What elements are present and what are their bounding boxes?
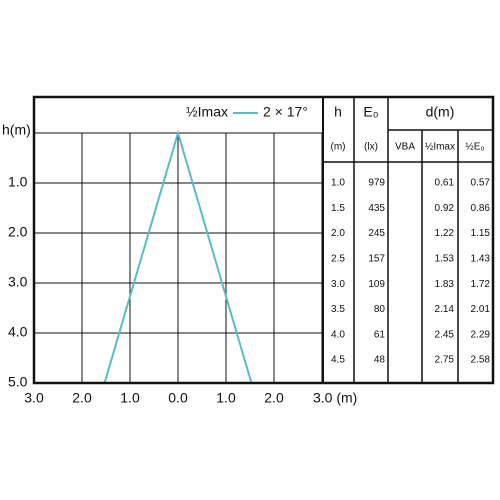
beam-line bbox=[103, 129, 253, 384]
frame bbox=[32, 95, 495, 385]
table-cell: 0.61 bbox=[435, 178, 455, 189]
x-tick-label: 3.0 (m) bbox=[313, 390, 357, 406]
table-cell: 2.01 bbox=[471, 304, 491, 315]
legend-title: ½Imax bbox=[186, 104, 228, 120]
x-tick-label: 1.0 bbox=[120, 390, 140, 406]
table-header: E₀ bbox=[363, 104, 378, 120]
grid bbox=[33, 133, 323, 384]
x-tick-label: 3.0 bbox=[24, 390, 44, 406]
table-cell: 0.57 bbox=[471, 178, 491, 189]
table-cell: 1.83 bbox=[435, 279, 455, 290]
table-subheader: (m) bbox=[331, 142, 346, 153]
table: h E₀ d(m) (m) (lx) VBA ½Imax ½E₀ 1.0 979 0.61 0.57 1… bbox=[331, 104, 491, 366]
table-cell: 1.72 bbox=[471, 279, 491, 290]
table-cell: 0.86 bbox=[471, 203, 491, 214]
y-tick-label: 4.0 bbox=[8, 324, 28, 340]
table-cell: 435 bbox=[368, 203, 385, 214]
y-tick-label: 2.0 bbox=[8, 224, 28, 240]
table-cell: 1.15 bbox=[471, 228, 491, 239]
table-cell: 2.14 bbox=[435, 304, 455, 315]
y-tick-label: 5.0 bbox=[8, 374, 28, 390]
x-tick-label: 1.0 bbox=[216, 390, 236, 406]
table-cell: 3.5 bbox=[331, 304, 345, 315]
table-cell: 2.0 bbox=[331, 228, 345, 239]
table-subheader: (lx) bbox=[364, 142, 378, 153]
table-cell: 48 bbox=[374, 355, 386, 366]
table-cell: 3.0 bbox=[331, 279, 345, 290]
table-cell: 2.45 bbox=[435, 329, 455, 340]
x-tick-label: 2.0 bbox=[72, 390, 92, 406]
marks bbox=[103, 129, 253, 384]
labels: 3.0 2.0 1.0 0.0 1.0 2.0 3.0 (m) 1.0 2.0 3.0 4.0 5.0 bbox=[8, 174, 357, 406]
table-cell: 1.22 bbox=[435, 228, 455, 239]
legend-label: 2 × 17° bbox=[263, 104, 308, 120]
table-cell: 0.92 bbox=[435, 203, 455, 214]
table-cell: 2.58 bbox=[471, 355, 491, 366]
table-cell: 61 bbox=[374, 329, 386, 340]
table-header: d(m) bbox=[426, 104, 455, 120]
x-tick-label: 2.0 bbox=[264, 390, 284, 406]
table-cell: 1.5 bbox=[331, 203, 345, 214]
table-cell: 157 bbox=[368, 254, 385, 265]
y-tick-label: 3.0 bbox=[8, 274, 28, 290]
x-tick-label: 0.0 bbox=[168, 390, 188, 406]
table-subheader: ½E₀ bbox=[465, 142, 484, 153]
table-cell: 2.5 bbox=[331, 254, 345, 265]
table-subheader: VBA bbox=[395, 142, 415, 153]
table-cell: 80 bbox=[374, 304, 386, 315]
y-axis-title: h(m) bbox=[2, 122, 31, 138]
table-cell: 109 bbox=[368, 279, 385, 290]
y-tick-label: 1.0 bbox=[8, 174, 28, 190]
table-cell: 4.0 bbox=[331, 329, 345, 340]
table-cell: 1.43 bbox=[471, 254, 491, 265]
table-cell: 245 bbox=[368, 228, 385, 239]
table-cell: 2.29 bbox=[471, 329, 491, 340]
table-cell: 4.5 bbox=[331, 355, 345, 366]
table-cell: 979 bbox=[368, 178, 385, 189]
table-subheader: ½Imax bbox=[425, 142, 455, 153]
table-cell: 1.0 bbox=[331, 178, 345, 189]
table-header: h bbox=[334, 104, 342, 120]
table-cell: 2.75 bbox=[435, 355, 455, 366]
table-cell: 1.53 bbox=[435, 254, 455, 265]
